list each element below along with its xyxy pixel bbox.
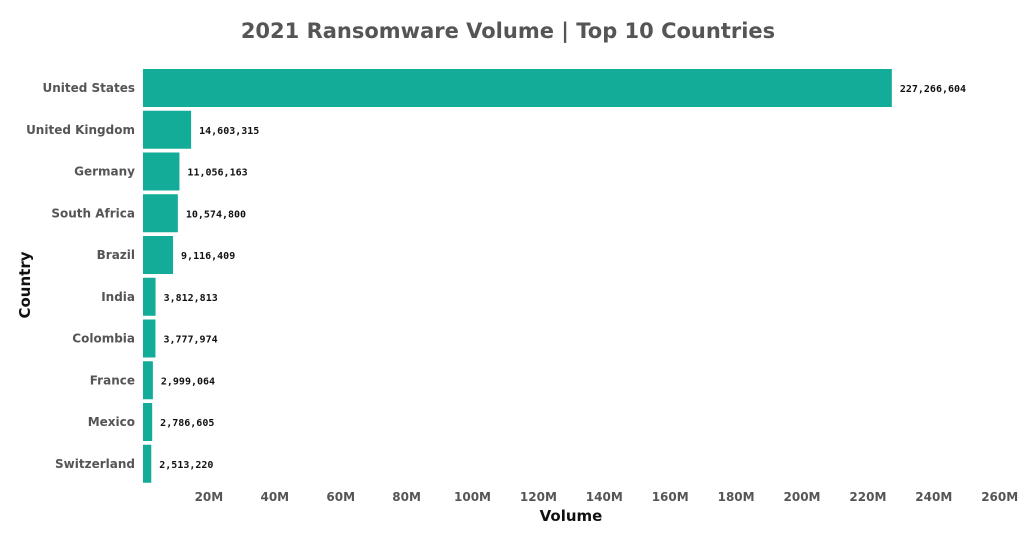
x-tick-label: 220M bbox=[849, 490, 886, 504]
category-label-france: France bbox=[90, 373, 135, 387]
data-label-germany: 11,056,163 bbox=[187, 168, 247, 179]
bar-colombia bbox=[143, 319, 156, 358]
data-label-united-states: 227,266,604 bbox=[900, 84, 966, 95]
x-axis-title: Volume bbox=[540, 507, 603, 525]
bar-switzerland bbox=[143, 444, 152, 483]
category-label-south-africa: South Africa bbox=[51, 206, 135, 220]
x-tick-label: 100M bbox=[454, 490, 491, 504]
category-label-united-states: United States bbox=[42, 81, 135, 95]
bar-mexico bbox=[143, 403, 153, 441]
bar-india bbox=[143, 277, 156, 316]
category-label-switzerland: Switzerland bbox=[55, 457, 135, 471]
chart-title: 2021 Ransomware Volume | Top 10 Countrie… bbox=[241, 19, 775, 44]
bar-france bbox=[143, 361, 153, 400]
data-label-india: 3,812,813 bbox=[164, 293, 218, 304]
x-tick-label: 20M bbox=[195, 490, 224, 504]
data-label-south-africa: 10,574,800 bbox=[186, 209, 246, 220]
bar-brazil bbox=[143, 236, 174, 274]
bar-south-africa bbox=[143, 194, 178, 233]
bars-group bbox=[143, 69, 892, 483]
category-label-germany: Germany bbox=[74, 165, 135, 179]
x-tick-label: 80M bbox=[392, 490, 421, 504]
data-label-colombia: 3,777,974 bbox=[163, 335, 217, 346]
data-label-france: 2,999,064 bbox=[161, 376, 215, 387]
data-label-switzerland: 2,513,220 bbox=[159, 460, 213, 471]
x-tick-label: 200M bbox=[784, 490, 821, 504]
x-tick-label: 240M bbox=[915, 490, 952, 504]
x-tick-label: 140M bbox=[586, 490, 623, 504]
data-label-united-kingdom: 14,603,315 bbox=[199, 126, 259, 137]
category-label-united-kingdom: United Kingdom bbox=[26, 123, 135, 137]
x-tick-label: 60M bbox=[326, 490, 355, 504]
x-tick-label: 180M bbox=[718, 490, 755, 504]
x-tick-label: 160M bbox=[652, 490, 689, 504]
x-axis-ticks: 20M 40M 60M 80M 100M 120M 140M 160M 180M 200M 220M… bbox=[195, 490, 1019, 504]
category-label-colombia: Colombia bbox=[72, 332, 135, 346]
category-label-india: India bbox=[101, 290, 135, 304]
category-label-brazil: Brazil bbox=[97, 248, 135, 262]
bar-united-states bbox=[143, 69, 892, 107]
bar-germany bbox=[143, 152, 180, 191]
data-label-brazil: 9,116,409 bbox=[181, 251, 235, 262]
data-label-mexico: 2,786,605 bbox=[160, 418, 214, 429]
data-labels: 227,266,604 14,603,315 11,056,163 10,574,80… bbox=[159, 84, 966, 471]
x-tick-label: 120M bbox=[520, 490, 557, 504]
category-label-mexico: Mexico bbox=[88, 415, 135, 429]
y-axis-title: Country bbox=[16, 251, 34, 318]
category-labels: United States United Kingdom Germany South … bbox=[26, 81, 135, 471]
x-tick-label: 40M bbox=[260, 490, 289, 504]
bar-united-kingdom bbox=[143, 110, 192, 149]
x-tick-label: 260M bbox=[981, 490, 1018, 504]
